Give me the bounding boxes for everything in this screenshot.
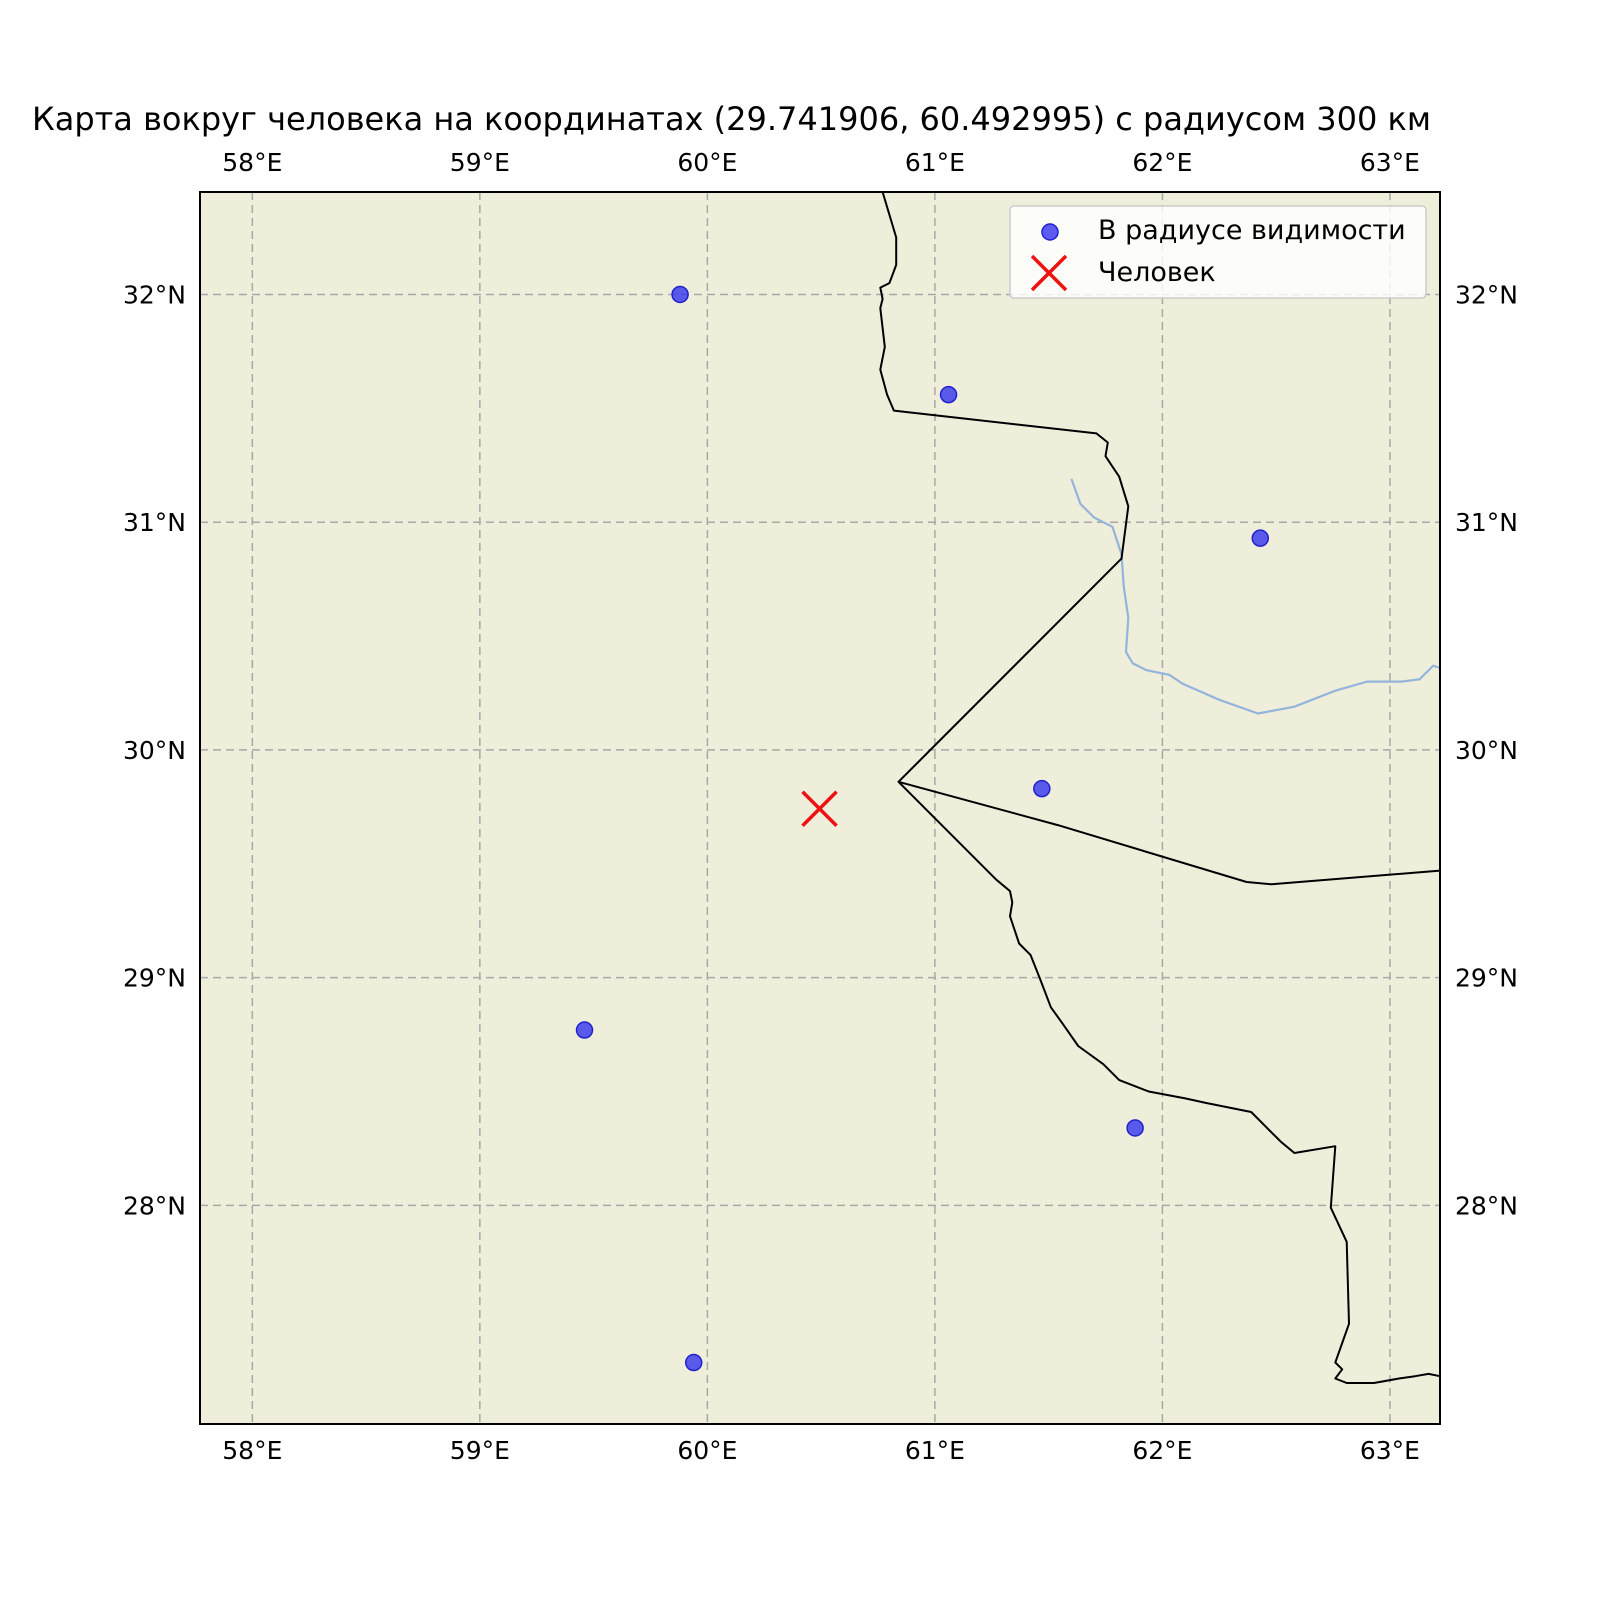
y-tick-label: 30°N <box>1455 736 1518 765</box>
x-tick-label: 59°E <box>450 148 510 177</box>
person-marker <box>801 790 838 827</box>
x-tick-label: 59°E <box>450 1436 510 1465</box>
visible-point <box>1033 779 1051 798</box>
map-title: Карта вокруг человека на координатах (29… <box>32 100 1431 138</box>
person-markers <box>801 790 838 827</box>
visible-points <box>575 285 1270 1372</box>
x-tick-label: 61°E <box>905 148 965 177</box>
legend-label-visible: В радиусе видимости <box>1098 215 1406 246</box>
x-tick-label: 63°E <box>1360 1436 1420 1465</box>
y-tick-label: 29°N <box>1455 964 1518 993</box>
visible-point <box>575 1021 594 1039</box>
y-tick-label: 32°N <box>123 280 186 309</box>
x-tick-label: 60°E <box>677 1436 737 1465</box>
border-line <box>879 191 1441 1384</box>
x-tick-label: 58°E <box>222 1436 282 1465</box>
tick-labels: 58°E 58°E 59°E 59°E 60°E 60°E 61°E 61°E 62°E 62°E… <box>123 148 1518 1465</box>
x-tick-label: 62°E <box>1132 148 1192 177</box>
x-tick-label: 61°E <box>905 1436 965 1465</box>
x-tick-label: 63°E <box>1360 148 1420 177</box>
legend-marker-person <box>1030 254 1068 292</box>
y-tick-label: 32°N <box>1455 280 1518 309</box>
x-tick-label: 60°E <box>677 148 737 177</box>
y-tick-label: 30°N <box>123 736 186 765</box>
y-tick-label: 31°N <box>123 508 186 537</box>
visible-point <box>684 1353 703 1372</box>
rivers <box>1070 478 1441 715</box>
visible-point <box>1251 529 1270 547</box>
y-tick-label: 28°N <box>1455 1191 1518 1220</box>
x-tick-label: 62°E <box>1132 1436 1192 1465</box>
legend-label-person: Человек <box>1098 257 1216 288</box>
y-tick-label: 28°N <box>123 1191 186 1220</box>
y-tick-label: 29°N <box>123 964 186 993</box>
legend-box <box>1009 205 1427 299</box>
legend: В радиусе видимости Человек <box>1009 205 1427 299</box>
map-frame <box>199 191 1441 1425</box>
border-line <box>898 780 1441 886</box>
river-line <box>1070 478 1441 715</box>
country-borders <box>879 191 1441 1384</box>
y-tick-label: 31°N <box>1455 508 1518 537</box>
visible-point <box>671 285 689 304</box>
visible-point <box>939 385 958 404</box>
x-tick-label: 58°E <box>222 148 282 177</box>
visible-point <box>1126 1119 1144 1137</box>
legend-marker-visible <box>1041 223 1059 241</box>
